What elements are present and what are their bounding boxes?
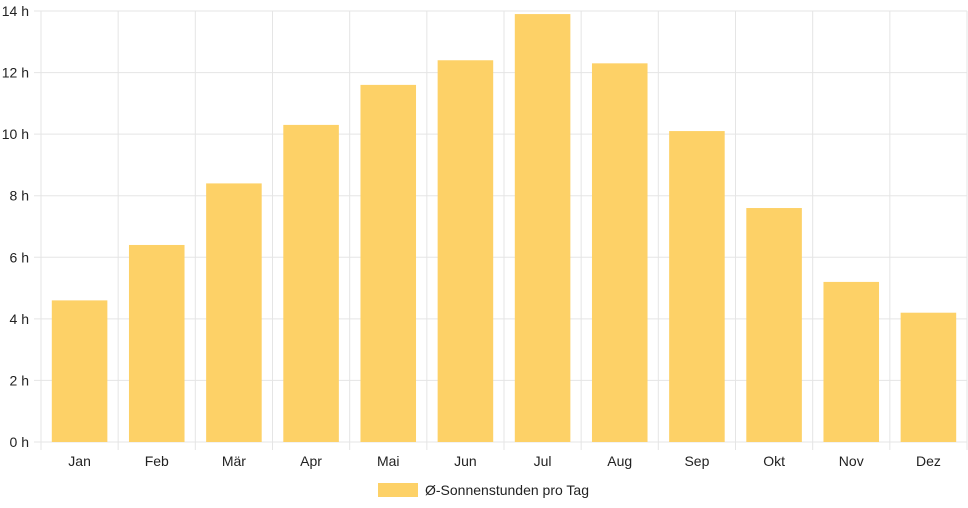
y-tick-label: 12 h: [2, 65, 29, 81]
x-tick-label: Apr: [300, 453, 322, 469]
x-tick-label: Okt: [763, 453, 785, 469]
bar-sep[interactable]: [669, 131, 725, 443]
x-tick-label: Sep: [684, 453, 709, 469]
x-tick-label: Jul: [534, 453, 552, 469]
bar-mär[interactable]: [206, 183, 262, 442]
bar-feb[interactable]: [128, 244, 185, 442]
bar-aug[interactable]: [591, 63, 648, 442]
legend-label[interactable]: Ø-Sonnenstunden pro Tag: [425, 482, 589, 498]
y-tick-label: 10 h: [2, 126, 29, 142]
y-tick-label: 8 h: [10, 188, 29, 204]
x-tick-label: Dez: [916, 453, 941, 469]
bar-apr[interactable]: [283, 124, 339, 443]
bar-jul[interactable]: [514, 14, 571, 442]
x-tick-label: Feb: [145, 453, 169, 469]
legend[interactable]: Ø-Sonnenstunden pro Tag: [378, 482, 589, 498]
x-tick-label: Jan: [68, 453, 91, 469]
y-tick-label: 14 h: [2, 3, 29, 19]
x-tick-label: Nov: [839, 453, 864, 469]
bar-jun[interactable]: [437, 60, 494, 442]
bar-mai[interactable]: [360, 84, 417, 442]
bar-jan[interactable]: [51, 300, 108, 442]
bar-nov[interactable]: [823, 281, 880, 442]
y-tick-label: 2 h: [10, 372, 29, 388]
bar-dez[interactable]: [900, 312, 957, 442]
legend-swatch[interactable]: [378, 483, 418, 497]
x-tick-label: Mär: [222, 453, 246, 469]
bar-okt[interactable]: [746, 208, 802, 442]
grid-layer: [34, 10, 968, 450]
bar-layer: [51, 14, 957, 443]
y-tick-label: 6 h: [10, 249, 29, 265]
x-tick-label: Jun: [454, 453, 477, 469]
y-tick-label: 4 h: [10, 311, 29, 327]
x-tick-label: Mai: [377, 453, 400, 469]
axis-layer: 0 h 2 h 4 h 6 h 8 h 10 h 12 h 14 h Jan Feb Mär Apr M…: [2, 3, 941, 469]
y-tick-label: 0 h: [10, 434, 29, 450]
x-tick-label: Aug: [607, 453, 632, 469]
